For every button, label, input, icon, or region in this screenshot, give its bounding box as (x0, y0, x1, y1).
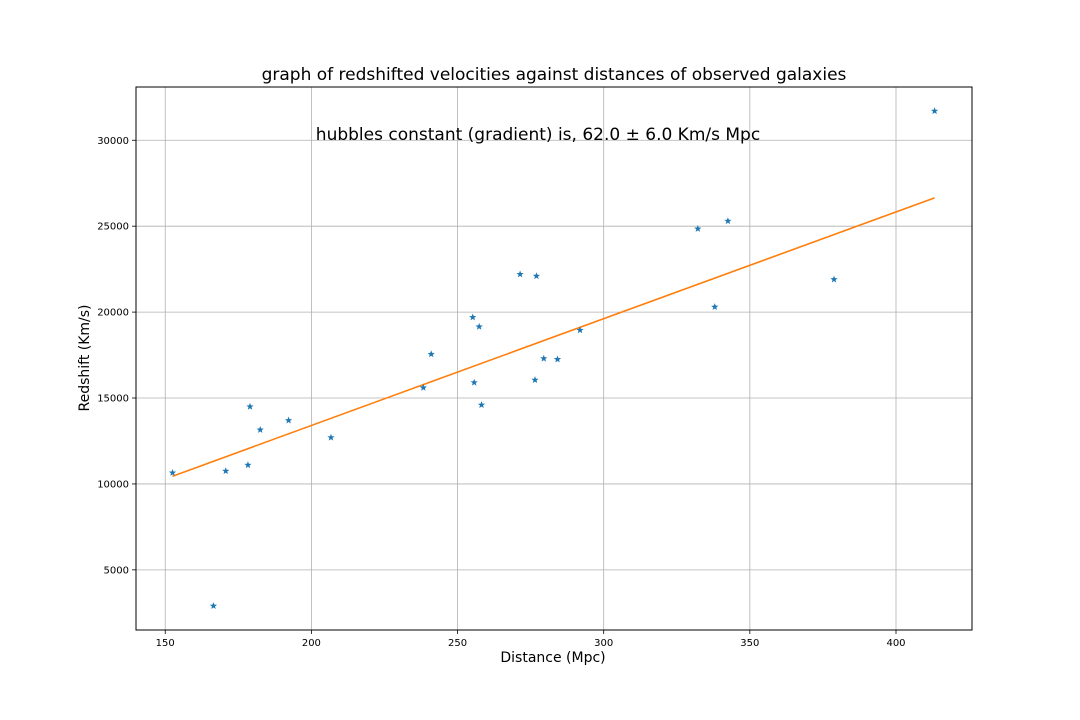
y-tick-label: 20000 (97, 308, 129, 319)
linear-fit-line (172, 197, 935, 477)
galaxy-data-point (427, 350, 435, 358)
y-ticks: 5000 10000 15000 20000 25000 30000 (97, 136, 136, 576)
plot-area-frame (135, 86, 973, 631)
x-tick-label: 150 (156, 638, 175, 649)
x-tick-label: 300 (594, 638, 613, 649)
galaxy-data-point (516, 270, 524, 278)
y-axis-label: Redshift (Km/s) (77, 304, 93, 411)
y-tick-label: 15000 (97, 394, 129, 405)
x-ticks: 150 200 250 300 350 400 (156, 630, 906, 649)
x-tick-label: 250 (448, 638, 467, 649)
hubble-constant-annotation: hubbles constant (gradient) is, 62.0 ± 6… (316, 125, 760, 145)
x-tick-label: 400 (886, 638, 905, 649)
galaxy-data-point (222, 467, 230, 475)
galaxy-data-point (209, 602, 218, 610)
galaxy-data-point (327, 433, 335, 441)
galaxy-data-point (531, 376, 539, 384)
galaxy-data-point (244, 461, 252, 469)
scatter-points-layer (168, 107, 939, 610)
galaxy-data-point (284, 416, 293, 424)
galaxy-data-point (532, 272, 541, 280)
galaxy-data-point (469, 313, 477, 321)
galaxy-data-point (724, 217, 732, 225)
galaxy-data-point (694, 224, 702, 232)
galaxy-data-point (553, 355, 562, 363)
y-tick-label: 5000 (104, 565, 129, 576)
galaxy-data-point (576, 326, 584, 334)
galaxy-data-point (830, 275, 838, 283)
galaxy-data-point (711, 303, 719, 311)
galaxy-data-point (477, 401, 486, 408)
galaxy-data-point (246, 402, 254, 410)
x-axis-label: Distance (Mpc) (500, 650, 605, 666)
y-tick-label: 10000 (97, 479, 129, 490)
galaxy-data-point (419, 383, 427, 391)
galaxy-data-point (475, 322, 483, 330)
galaxy-data-point (168, 468, 177, 476)
galaxy-data-point (470, 378, 478, 386)
grid-lines (136, 87, 972, 630)
x-tick-label: 350 (740, 638, 759, 649)
galaxy-data-point (256, 426, 264, 433)
y-tick-label: 25000 (97, 222, 129, 233)
x-tick-label: 200 (302, 638, 321, 649)
y-tick-label: 30000 (97, 136, 129, 147)
galaxy-data-point (540, 354, 548, 362)
galaxy-data-point (930, 107, 939, 115)
fit-line-layer (172, 197, 935, 477)
chart-title: graph of redshifted velocities against d… (262, 65, 847, 85)
